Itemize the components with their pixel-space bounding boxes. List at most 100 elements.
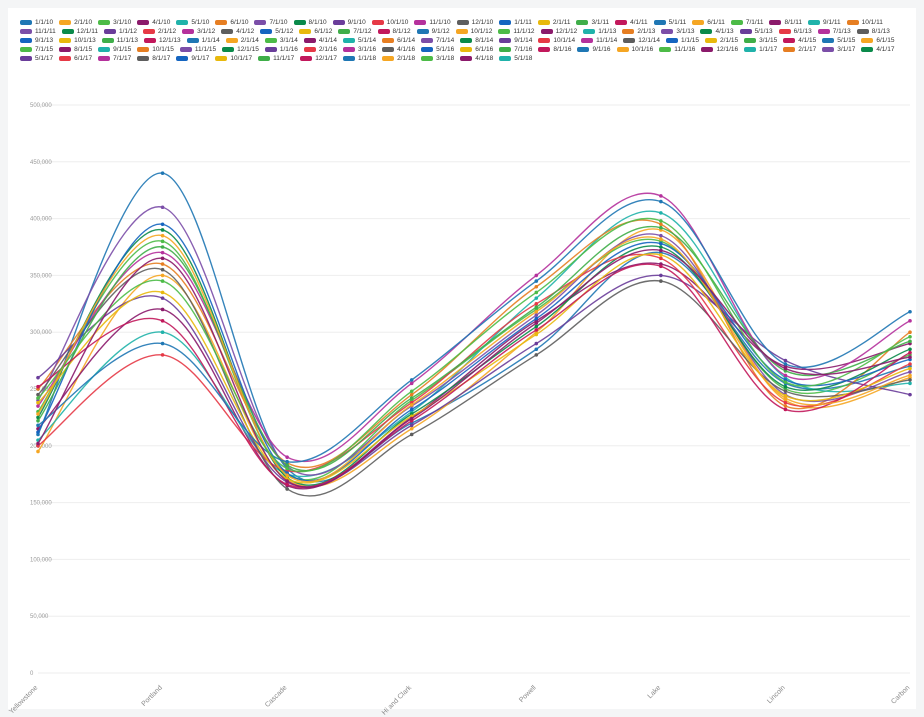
legend-item[interactable]: 2/1/18 <box>382 54 415 63</box>
legend-item[interactable]: 2/1/11 <box>537 18 570 27</box>
legend-item[interactable]: 12/1/12 <box>540 27 577 36</box>
legend-item[interactable]: 4/1/16 <box>382 45 415 54</box>
legend-item[interactable]: 6/1/13 <box>778 27 812 36</box>
legend-item[interactable]: 6/1/16 <box>460 45 493 54</box>
legend-item[interactable]: 11/1/17 <box>258 54 294 63</box>
legend-item[interactable]: 5/1/13 <box>739 27 773 36</box>
legend-item[interactable]: 7/1/17 <box>98 54 131 63</box>
legend-item[interactable]: 3/1/11 <box>576 18 609 27</box>
legend-item[interactable]: 4/1/18 <box>460 54 493 63</box>
legend-item[interactable]: 3/1/10 <box>98 18 131 27</box>
legend-item[interactable]: 4/1/13 <box>700 27 734 36</box>
legend-item[interactable]: 7/1/15 <box>20 45 53 54</box>
legend-item[interactable]: 9/1/11 <box>808 18 841 27</box>
legend-item[interactable]: 2/1/16 <box>303 45 337 54</box>
legend-item[interactable]: 2/1/17 <box>783 45 816 54</box>
legend-item[interactable]: 8/1/11 <box>769 18 802 27</box>
legend-item[interactable]: 10/1/15 <box>137 45 174 54</box>
legend-item[interactable]: 8/1/17 <box>137 54 170 63</box>
legend-item[interactable]: 10/1/16 <box>616 45 653 54</box>
legend-item[interactable]: 11/1/11 <box>20 27 56 36</box>
legend-item[interactable]: 3/1/15 <box>744 36 777 45</box>
legend-item[interactable]: 1/1/16 <box>264 45 298 54</box>
legend-item[interactable]: 2/1/15 <box>705 36 738 45</box>
legend-item[interactable]: 7/1/12 <box>338 27 372 36</box>
legend-item[interactable]: 12/1/11 <box>61 27 98 36</box>
legend-item[interactable]: 5/1/16 <box>421 45 454 54</box>
legend-item[interactable]: 4/1/15 <box>783 36 816 45</box>
legend-item[interactable]: 3/1/14 <box>264 36 298 45</box>
legend-item[interactable]: 12/1/15 <box>222 45 259 54</box>
legend-item[interactable]: 12/1/16 <box>701 45 738 54</box>
legend-item[interactable]: 9/1/17 <box>176 54 209 63</box>
legend-item[interactable]: 11/1/14 <box>581 36 617 45</box>
legend-item[interactable]: 3/1/13 <box>661 27 694 36</box>
legend-item[interactable]: 8/1/14 <box>460 36 493 45</box>
legend-item[interactable]: 7/1/14 <box>421 36 454 45</box>
legend-item[interactable]: 1/1/10 <box>20 18 53 27</box>
legend-item[interactable]: 9/1/13 <box>20 36 53 45</box>
legend-item[interactable]: 8/1/10 <box>293 18 327 27</box>
legend-item[interactable]: 12/1/14 <box>623 36 660 45</box>
legend-item[interactable]: 7/1/10 <box>254 18 288 27</box>
legend-item[interactable]: 11/1/12 <box>498 27 535 36</box>
legend-item[interactable]: 11/1/16 <box>659 45 695 54</box>
legend-item[interactable]: 6/1/11 <box>692 18 725 27</box>
legend-item[interactable]: 12/1/10 <box>456 18 493 27</box>
legend-item[interactable]: 10/1/12 <box>455 27 492 36</box>
legend-item[interactable]: 4/1/11 <box>615 18 648 27</box>
legend-item[interactable]: 3/1/17 <box>822 45 855 54</box>
legend-item[interactable]: 2/1/14 <box>225 36 259 45</box>
legend-item[interactable]: 9/1/14 <box>499 36 532 45</box>
legend-item[interactable]: 2/1/13 <box>622 27 655 36</box>
legend-item[interactable]: 1/1/15 <box>665 36 699 45</box>
legend-item[interactable]: 6/1/14 <box>382 36 415 45</box>
legend-item[interactable]: 10/1/11 <box>846 18 883 27</box>
legend-item[interactable]: 12/1/17 <box>300 54 337 63</box>
legend-item[interactable]: 4/1/14 <box>303 36 337 45</box>
legend-item[interactable]: 8/1/16 <box>538 45 571 54</box>
legend-item[interactable]: 5/1/15 <box>822 36 855 45</box>
legend-item[interactable]: 11/1/13 <box>101 36 138 45</box>
legend-item[interactable]: 1/1/14 <box>186 36 220 45</box>
legend-item[interactable]: 11/1/10 <box>414 18 451 27</box>
legend-item[interactable]: 2/1/10 <box>59 18 92 27</box>
legend-item[interactable]: 10/1/17 <box>215 54 252 63</box>
legend-item[interactable]: 9/1/10 <box>332 18 366 27</box>
legend-item[interactable]: 1/1/18 <box>342 54 376 63</box>
legend-item[interactable]: 3/1/16 <box>342 45 376 54</box>
legend-item[interactable]: 10/1/14 <box>538 36 575 45</box>
legend-item[interactable]: 5/1/10 <box>176 18 209 27</box>
legend-item[interactable]: 8/1/13 <box>856 27 890 36</box>
legend-item[interactable]: 9/1/16 <box>577 45 611 54</box>
legend-item[interactable]: 6/1/17 <box>59 54 92 63</box>
legend-item[interactable]: 2/1/12 <box>143 27 176 36</box>
legend-item[interactable]: 1/1/12 <box>103 27 137 36</box>
legend-item[interactable]: 4/1/12 <box>221 27 254 36</box>
legend-item[interactable]: 8/1/12 <box>377 27 411 36</box>
legend-item[interactable]: 6/1/10 <box>215 18 248 27</box>
legend-item[interactable]: 7/1/11 <box>730 18 763 27</box>
legend-item[interactable]: 1/1/13 <box>583 27 616 36</box>
legend-item[interactable]: 4/1/17 <box>861 45 894 54</box>
legend-item[interactable]: 9/1/15 <box>98 45 131 54</box>
legend-item[interactable]: 7/1/16 <box>499 45 532 54</box>
legend-item[interactable]: 5/1/14 <box>342 36 376 45</box>
legend-item[interactable]: 3/1/12 <box>182 27 215 36</box>
legend-item[interactable]: 3/1/18 <box>421 54 454 63</box>
legend-item[interactable]: 9/1/12 <box>416 27 450 36</box>
legend-item[interactable]: 8/1/15 <box>59 45 92 54</box>
legend-item[interactable]: 10/1/13 <box>59 36 96 45</box>
legend-item[interactable]: 1/1/11 <box>499 18 532 27</box>
legend-item[interactable]: 4/1/10 <box>137 18 170 27</box>
legend-item[interactable]: 5/1/11 <box>653 18 686 27</box>
legend-item[interactable]: 5/1/18 <box>499 54 532 63</box>
legend-item[interactable]: 1/1/17 <box>744 45 777 54</box>
legend-item[interactable]: 10/1/10 <box>371 18 408 27</box>
legend-item[interactable]: 12/1/13 <box>143 36 181 45</box>
legend-item[interactable]: 6/1/15 <box>861 36 894 45</box>
legend-item[interactable]: 7/1/13 <box>817 27 851 36</box>
legend-item[interactable]: 5/1/17 <box>20 54 53 63</box>
legend-item[interactable]: 5/1/12 <box>260 27 293 36</box>
legend-item[interactable]: 11/1/15 <box>179 45 216 54</box>
